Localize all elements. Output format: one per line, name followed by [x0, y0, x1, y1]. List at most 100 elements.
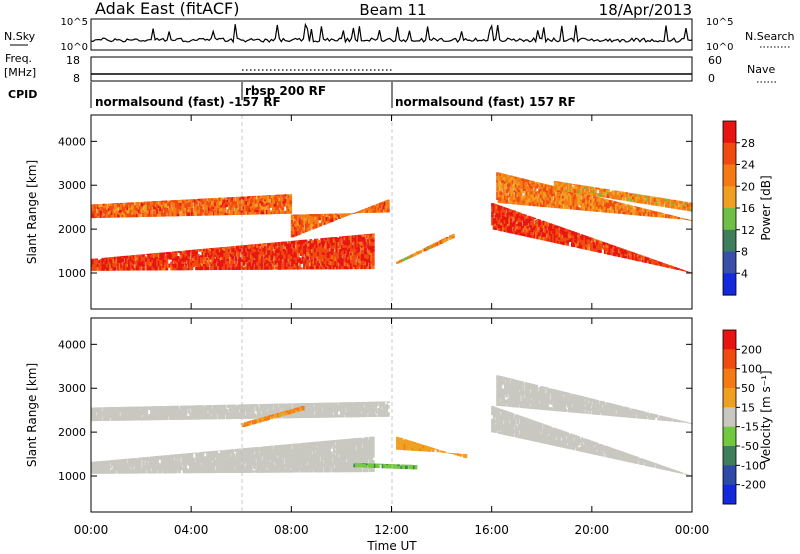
- heatmap-cell: [267, 253, 270, 256]
- heatmap-cell: [522, 223, 526, 229]
- heatmap-cell: [193, 206, 197, 210]
- heatmap-cell: [281, 255, 284, 259]
- heatmap-cell: [603, 192, 607, 195]
- heatmap-cell: [556, 232, 560, 235]
- heatmap-cell: [577, 184, 580, 187]
- heatmap-cell: [661, 215, 665, 218]
- heatmap-cell: [289, 455, 292, 458]
- heatmap-cell: [214, 211, 217, 216]
- heatmap-cell: [680, 269, 684, 271]
- heatmap-cell: [189, 461, 192, 464]
- heatmap-cell: [229, 198, 233, 203]
- heatmap-cell: [298, 228, 302, 233]
- heatmap-cell: [249, 465, 253, 468]
- heatmap-cell: [264, 204, 267, 207]
- heatmap-cell: [592, 189, 596, 194]
- heatmap-cell: [292, 466, 295, 469]
- heatmap-cell: [115, 263, 119, 267]
- heatmap-cell: [121, 214, 125, 218]
- heatmap-cell: [292, 266, 295, 270]
- heatmap-cell: [583, 236, 587, 239]
- heatmap-cell: [329, 251, 333, 254]
- heatmap-cell: [207, 454, 211, 458]
- heatmap-cell: [303, 262, 306, 265]
- heatmap-cell: [530, 218, 534, 221]
- heatmap-cell: [140, 203, 144, 207]
- heatmap-cell: [546, 195, 549, 198]
- heatmap-cell: [547, 205, 551, 208]
- heatmap-cell: [128, 459, 131, 462]
- heatmap-cell: [270, 211, 274, 215]
- heatmap-cell: [249, 461, 253, 466]
- heatmap-cell: [326, 258, 330, 262]
- heatmap-cell: [557, 199, 560, 203]
- heatmap-cell: [335, 265, 339, 270]
- heatmap-cell: [201, 209, 205, 213]
- heatmap-cell: [207, 259, 211, 265]
- heatmap-cell: [649, 211, 653, 214]
- heatmap-cell: [521, 189, 524, 194]
- heatmap-cell: [281, 267, 284, 270]
- heatmap-cell: [630, 251, 634, 253]
- heatmap-cell: [196, 253, 200, 257]
- heatmap-cell: [167, 464, 170, 469]
- heatmap-cell: [287, 466, 291, 470]
- heatmap-cell: [173, 469, 177, 474]
- heatmap-cell: [283, 196, 286, 202]
- heatmap-cell: [610, 202, 613, 207]
- heatmap-cell: [245, 196, 249, 201]
- heatmap-cell: [624, 205, 628, 209]
- heatmap-cell: [170, 261, 173, 265]
- heatmap-cell: [310, 262, 314, 266]
- heatmap-cell: [235, 252, 239, 257]
- heatmap-cell: [198, 467, 202, 472]
- heatmap-cell: [516, 190, 520, 194]
- heatmap-cell: [331, 465, 334, 468]
- heatmap-cell: [159, 457, 163, 460]
- heatmap-cell: [335, 252, 339, 255]
- heatmap-cell: [201, 462, 205, 467]
- heatmap-cell: [138, 262, 142, 266]
- heatmap-cell: [541, 222, 544, 226]
- heatmap-cell: [148, 255, 152, 259]
- heatmap-cell: [164, 268, 167, 271]
- heatmap-cell: [268, 203, 272, 208]
- heatmap-cell: [106, 213, 109, 216]
- heatmap-cell: [654, 211, 657, 213]
- heatmap-cell: [385, 208, 389, 213]
- heatmap-cell: [323, 464, 327, 470]
- heatmap-cell: [134, 264, 138, 268]
- heatmap-cell: [210, 252, 214, 257]
- heatmap-cell: [99, 407, 103, 410]
- heatmap-cell: [312, 267, 316, 270]
- heatmap-cell: [600, 200, 604, 204]
- heatmap-cell: [292, 231, 296, 235]
- velocity-heatmap: [90, 375, 693, 477]
- heatmap-cell: [128, 464, 131, 468]
- heatmap-cell: [309, 253, 313, 257]
- heatmap-cell: [110, 414, 114, 417]
- heatmap-cell: [279, 194, 283, 199]
- heatmap-cell: [287, 258, 291, 262]
- heatmap-cell: [160, 464, 164, 467]
- heatmap-cell: [301, 239, 305, 241]
- heatmap-cell: [364, 247, 367, 251]
- heatmap-cell: [518, 200, 521, 203]
- heatmap-cell: [131, 255, 134, 257]
- heatmap-cell: [340, 466, 344, 471]
- heatmap-cell: [303, 469, 306, 473]
- heatmap-cell: [96, 409, 100, 414]
- heatmap-cell: [128, 467, 131, 472]
- heatmap-cell: [237, 209, 241, 212]
- heatmap-cell: [329, 457, 333, 460]
- heatmap-cell: [228, 248, 231, 252]
- heatmap-cell: [364, 208, 368, 210]
- heatmap-cell: [168, 200, 172, 202]
- heatmap-cell: [610, 191, 613, 196]
- heatmap-cell: [564, 237, 568, 240]
- heatmap-cell: [248, 464, 252, 469]
- heatmap-cell: [221, 461, 225, 464]
- heatmap-cell: [223, 260, 227, 264]
- heatmap-cell: [518, 192, 521, 197]
- heatmap-cell: [145, 264, 148, 267]
